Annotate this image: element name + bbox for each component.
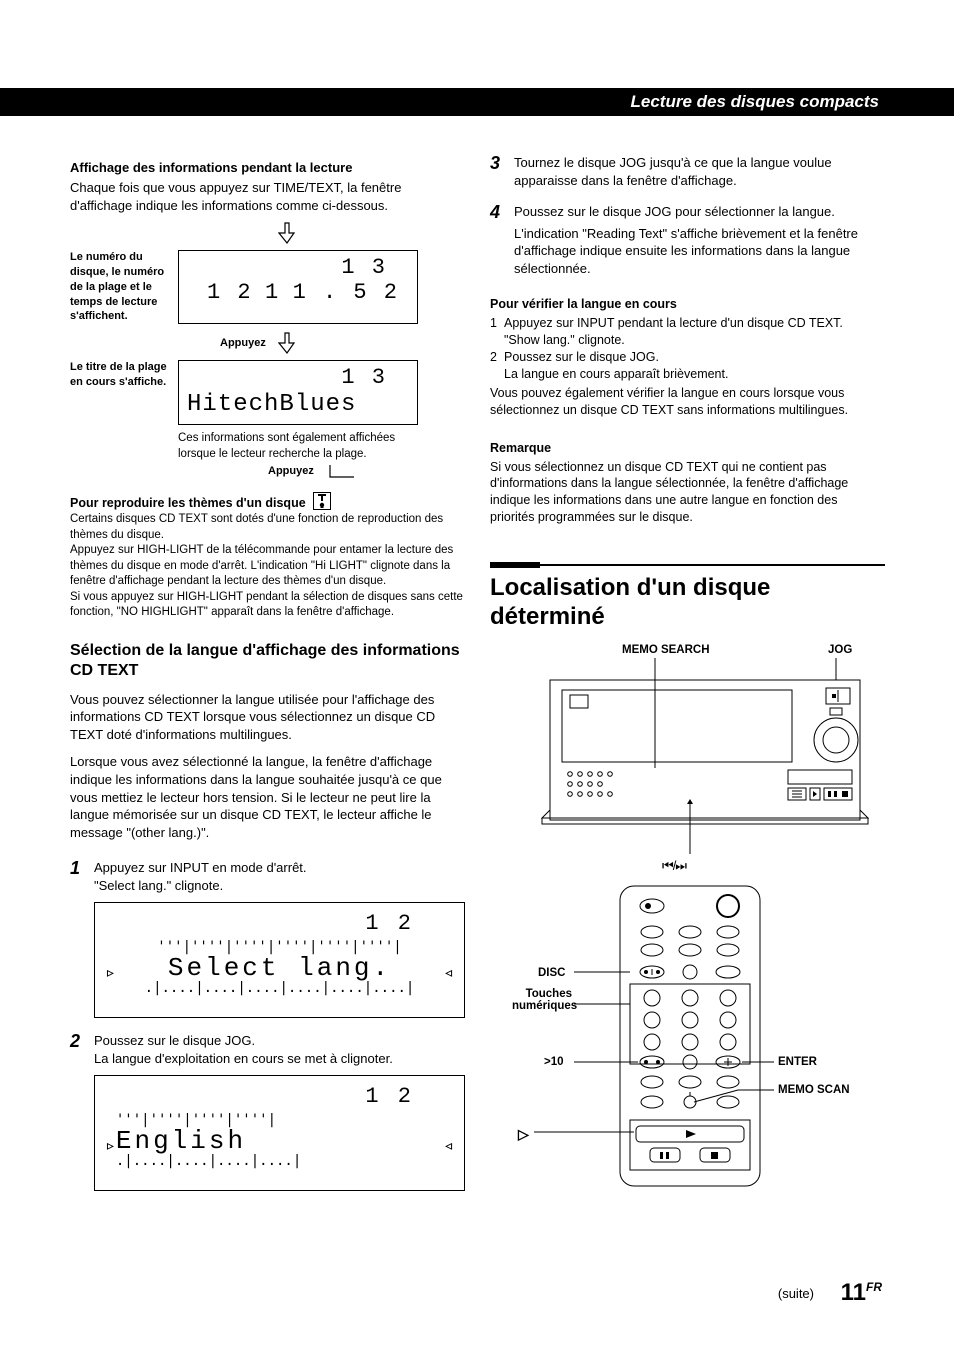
verify-1: Appuyez sur INPUT pendant la lecture d'u…	[504, 315, 843, 332]
blink-left-icon: ▹	[105, 962, 116, 986]
arrow-down-icon	[278, 222, 296, 244]
heading-display-info: Affichage des informations pendant la le…	[70, 160, 465, 175]
connector-icon	[328, 464, 356, 487]
themes-paragraph: Certains disques CD TEXT sont dotés d'un…	[70, 512, 465, 621]
lcd-select-num: 1 2	[105, 909, 454, 939]
lcd-english: 1 2 ▹ '''|''''|''''|''''| English .|....…	[94, 1075, 465, 1191]
label-prevnext: ⏮/⏭	[662, 858, 686, 874]
arrow-down-icon	[278, 332, 296, 354]
heading-locate-disc: Localisation d'un disque déterminé	[490, 574, 885, 632]
step-1: 1 Appuyez sur INPUT en mode d'arrêt. "Se…	[70, 859, 465, 1018]
step-number-3: 3	[490, 154, 500, 189]
lang-para-a: Vous pouvez sélectionner la langue utili…	[70, 691, 465, 744]
lcd2-line1: 1 3	[187, 365, 409, 390]
remote-figure: DISC Touches numériques >10 ▷ ENTER MEMO…	[490, 884, 885, 1204]
heading-verify-lang: Pour vérifier la langue en cours	[490, 297, 885, 311]
player-illustration	[490, 658, 885, 868]
step-2-text: Poussez sur le disque JOG. La langue d'e…	[94, 1032, 465, 1067]
caption-1: Le numéro du disque, le numéro de la pla…	[70, 250, 178, 324]
lcd-english-num: 1 2	[105, 1082, 454, 1112]
right-column: 3 Tournez le disque JOG jusqu'à ce que l…	[490, 154, 885, 1204]
section-title: Lecture des disques compacts	[631, 88, 879, 116]
lang-para-b: Lorsque vous avez sélectionné la langue,…	[70, 753, 465, 841]
hashmarks-icon: '''|''''|''''|''''| English .|....|....|…	[116, 1112, 443, 1182]
label-jog: JOG	[828, 644, 852, 656]
section-header: Lecture des disques compacts	[0, 88, 954, 116]
verify-2: Poussez sur le disque JOG.	[504, 349, 659, 366]
caption-2: Le titre de la plage en cours s'affiche.	[70, 360, 178, 462]
label-appuyez-1: Appuyez	[220, 336, 266, 351]
step-number-2: 2	[70, 1032, 80, 1191]
step-4: 4 Poussez sur le disque JOG pour sélecti…	[490, 203, 885, 277]
verify-2b: La langue en cours apparaît brièvement.	[504, 366, 728, 383]
step-3-text: Tournez le disque JOG jusqu'à ce que la …	[514, 154, 885, 189]
lcd-select-text: Select lang.	[168, 953, 391, 983]
lcd-select-lang: 1 2 ▹ '''|''''|''''|''''|''''|''''| Sele…	[94, 902, 465, 1018]
lcd-display-2: 1 3 HitechBlues	[178, 360, 418, 425]
left-column: Affichage des informations pendant la le…	[70, 160, 465, 1205]
cd-text-icon	[313, 492, 331, 510]
lcd-display-1: 1 3 1 2 1 1 . 5 2	[178, 250, 418, 324]
page-lang: FR	[866, 1280, 882, 1294]
lcd2-note: Ces informations sont également affichée…	[178, 431, 418, 462]
step-4-text-a: Poussez sur le disque JOG pour sélection…	[514, 203, 885, 221]
label-memo-search: MEMO SEARCH	[622, 644, 710, 656]
verify-1b: "Show lang." clignote.	[504, 332, 625, 349]
intro-paragraph: Chaque fois que vous appuyez sur TIME/TE…	[70, 179, 465, 214]
lcd-english-text: English	[116, 1126, 246, 1156]
step-number-1: 1	[70, 859, 80, 1018]
blink-right-icon: ◃	[443, 962, 454, 986]
page-number: 11FR	[841, 1279, 882, 1307]
heading-themes: Pour reproduire les thèmes d'un disque	[70, 492, 465, 512]
step-1-text: Appuyez sur INPUT en mode d'arrêt. "Sele…	[94, 859, 465, 894]
blink-left-icon: ▹	[105, 1135, 116, 1159]
verify-list: 1Appuyez sur INPUT pendant la lecture d'…	[490, 315, 885, 383]
display-row-1: Le numéro du disque, le numéro de la pla…	[70, 250, 465, 324]
heading-language: Sélection de la langue d'affichage des i…	[70, 641, 465, 681]
hashmarks-icon: '''|''''|''''|''''|''''|''''| Select lan…	[116, 939, 443, 1009]
remote-illustration	[490, 884, 885, 1194]
heading-remark: Remarque	[490, 441, 885, 455]
continued-label: (suite)	[778, 1286, 814, 1301]
step-2: 2 Poussez sur le disque JOG. La langue d…	[70, 1032, 465, 1191]
blink-right-icon: ◃	[443, 1135, 454, 1159]
lcd1-disc: 1 2	[187, 280, 253, 305]
label-appuyez-2: Appuyez	[268, 464, 314, 479]
remark-body: Si vous sélectionnez un disque CD TEXT q…	[490, 459, 885, 527]
lcd1-time: 1 . 5 2	[293, 280, 409, 305]
step-number-4: 4	[490, 203, 500, 277]
step-3: 3 Tournez le disque JOG jusqu'à ce que l…	[490, 154, 885, 189]
step-4-text-b: L'indication "Reading Text" s'affiche br…	[514, 225, 885, 278]
lcd1-track: 1	[265, 280, 280, 305]
display-row-2: Le titre de la plage en cours s'affiche.…	[70, 360, 465, 462]
lcd2-title: HitechBlues	[187, 391, 409, 419]
player-figure: MEMO SEARCH JOG	[490, 644, 885, 874]
lcd1-line1: 1 3	[187, 255, 409, 280]
verify-note: Vous pouvez également vérifier la langue…	[490, 385, 885, 419]
